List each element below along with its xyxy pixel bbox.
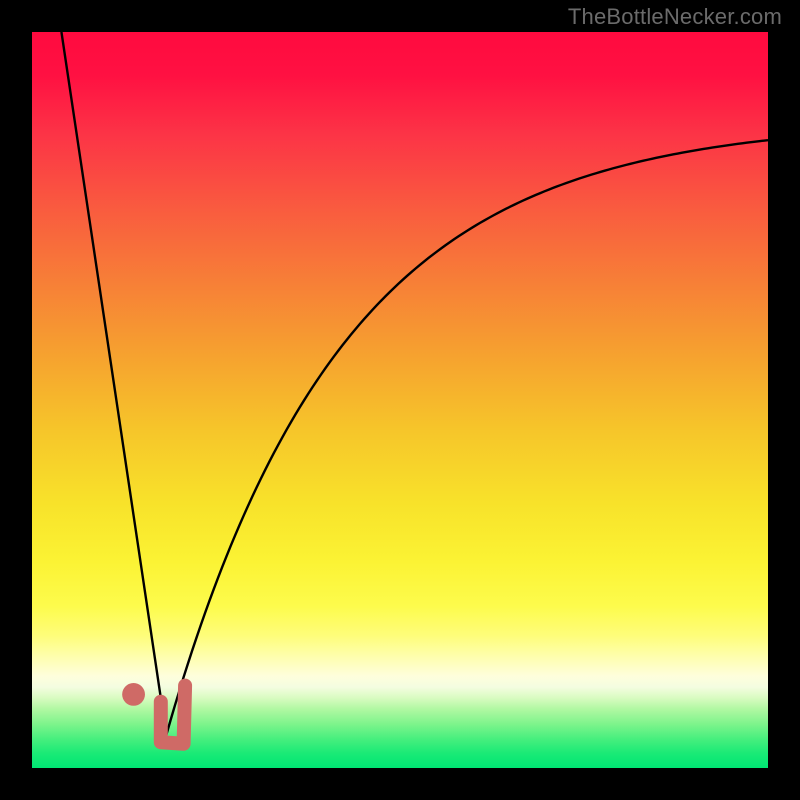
chart-area: [32, 32, 768, 768]
watermark-text: TheBottleNecker.com: [568, 4, 782, 30]
marker-dot: [122, 683, 145, 706]
marker-j-shape: [161, 686, 185, 744]
chart-markers: [32, 32, 768, 768]
